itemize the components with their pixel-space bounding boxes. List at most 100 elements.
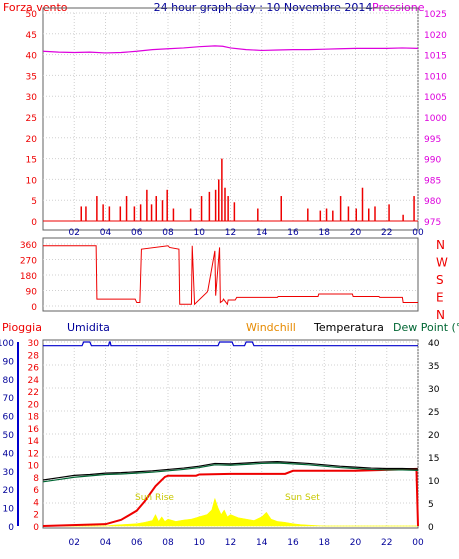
wind-bar <box>208 191 211 221</box>
pressure-tick-label: 1010 <box>424 72 447 82</box>
hour-tick-label: 10 <box>194 228 206 238</box>
pressure-tick-label: 1000 <box>424 114 447 124</box>
wind-bar <box>166 189 168 221</box>
humidity-tick-label: 20 <box>3 486 15 496</box>
hour-tick-label: 04 <box>100 538 112 548</box>
wind-bar <box>257 208 259 221</box>
direction-tick-label: 180 <box>20 272 37 282</box>
humidity-tick-label: 90 <box>3 357 15 367</box>
pressure-tick-label: 975 <box>424 218 441 228</box>
wind-bar <box>85 206 87 221</box>
direction-tick-label: 0 <box>31 303 37 313</box>
wind-strength-title: Forza vento <box>3 1 68 14</box>
wind-bar <box>189 208 192 221</box>
rain-tick-label: 10 <box>28 462 40 472</box>
temperature-tick-label: 0 <box>428 523 434 533</box>
rain-tick-label: 26 <box>28 364 40 374</box>
wind-bar <box>319 210 322 221</box>
hour-axis-top: 02 04 06 08 10 12 14 16 18 20 22 00 <box>69 228 424 238</box>
wind-tick-label: 20 <box>26 135 38 145</box>
rain-tick-label: 12 <box>28 449 39 459</box>
compass-label: N <box>436 238 445 252</box>
wind-bar <box>200 196 203 221</box>
pressure-tick-label: 1005 <box>424 93 447 103</box>
wind-bar <box>150 204 153 221</box>
hour-tick-label: 18 <box>319 228 331 238</box>
pressure-tick-label: 1015 <box>424 52 447 62</box>
rain-tick-label: 2 <box>33 511 39 521</box>
temperature-tick-label: 15 <box>428 454 439 464</box>
wind-bar <box>233 202 236 221</box>
wind-bar <box>347 206 350 221</box>
direction-tick-label: 270 <box>20 257 37 267</box>
wind-bar <box>402 214 404 221</box>
rain-tick-label: 20 <box>28 400 40 410</box>
wind-bar <box>355 208 357 221</box>
wind-bar <box>374 206 376 221</box>
humidity-tick-label: 40 <box>3 449 15 459</box>
humidity-tick-label: 0 <box>8 523 14 533</box>
temperature-tick-label: 35 <box>428 362 439 372</box>
wind-tick-label: 10 <box>26 176 38 186</box>
wind-bar <box>332 210 334 221</box>
wind-bar <box>96 196 98 221</box>
hour-tick-label: 04 <box>100 228 112 238</box>
hour-tick-label: 18 <box>319 538 331 548</box>
direction-tick-label: 90 <box>26 288 38 298</box>
radiation-area <box>43 497 418 527</box>
humidity-tick-label: 30 <box>3 468 15 478</box>
pressure-tick-label: 995 <box>424 135 441 145</box>
hour-tick-label: 22 <box>381 228 392 238</box>
rain-temp-grid <box>43 341 419 527</box>
rain-tick-label: 18 <box>28 413 40 423</box>
pressure-line <box>42 45 419 54</box>
wind-tick-label: 40 <box>26 52 38 62</box>
wind-bar <box>146 189 148 221</box>
pressure-axis: 975 980 985 990 995 1000 1005 1010 1015 1020 1025 <box>424 10 447 228</box>
wind-bar <box>227 196 229 221</box>
wind-direction-grid <box>43 243 418 307</box>
hour-tick-label: 16 <box>287 538 299 548</box>
wind-tick-label: 15 <box>26 156 37 166</box>
hour-tick-label: 06 <box>131 538 143 548</box>
wind-strength-bars <box>43 158 418 222</box>
temperature-tick-label: 10 <box>428 477 440 487</box>
wind-tick-label: 5 <box>31 197 37 207</box>
pressure-tick-label: 990 <box>424 156 441 166</box>
rain-tick-label: 4 <box>33 498 39 508</box>
temperature-tick-label: 5 <box>428 500 434 510</box>
wind-bar <box>139 204 142 221</box>
rain-tick-label: 6 <box>33 486 39 496</box>
rain-tick-label: 24 <box>28 376 40 386</box>
humidity-tick-label: 70 <box>3 394 15 404</box>
hour-tick-label: 06 <box>131 228 143 238</box>
temperature-tick-label: 30 <box>428 385 440 395</box>
humidity-tick-label: 100 <box>0 339 14 349</box>
wind-bar <box>224 187 226 221</box>
wind-bar <box>133 206 136 221</box>
legend-entry: Dew Point (°C <box>393 321 459 334</box>
wind-bar <box>280 196 282 221</box>
hour-tick-label: 10 <box>194 538 206 548</box>
temperature-line <box>42 460 419 481</box>
rain-tick-label: 16 <box>28 425 40 435</box>
rain-line <box>42 467 419 527</box>
rain-tick-label: 30 <box>28 339 40 349</box>
hour-tick-label: 02 <box>69 228 80 238</box>
temperature-tick-label: 20 <box>428 431 440 441</box>
rain-tick-label: 22 <box>28 388 39 398</box>
rain-tick-label: 14 <box>28 437 40 447</box>
rain-tick-label: 28 <box>28 351 40 361</box>
legend-entry: Temperatura <box>313 321 384 334</box>
hour-tick-label: 22 <box>381 538 392 548</box>
humidity-axis: 0 10 20 30 40 50 60 70 80 90 100 <box>0 339 19 533</box>
pressure-series <box>42 45 419 54</box>
pressure-tick-label: 980 <box>424 197 441 207</box>
hour-tick-label: 00 <box>412 228 424 238</box>
wind-bar <box>388 204 390 221</box>
hour-tick-label: 20 <box>350 538 362 548</box>
temperature-tick-label: 40 <box>428 339 440 349</box>
